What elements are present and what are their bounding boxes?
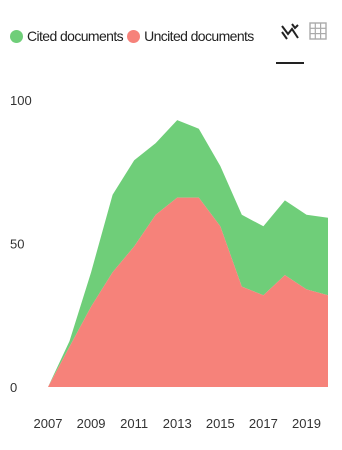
table-view-button[interactable] <box>304 20 332 64</box>
table-grid-icon <box>309 22 327 40</box>
x-tick-label: 2009 <box>77 416 106 431</box>
x-tick-label: 2017 <box>249 416 278 431</box>
x-tick-label: 2015 <box>206 416 235 431</box>
x-tick-label: 2011 <box>120 416 148 431</box>
area-uncited-documents[interactable] <box>48 197 328 387</box>
legend: Cited documents Uncited documents <box>10 28 258 44</box>
legend-label-uncited: Uncited documents <box>144 28 254 44</box>
x-tick-label: 2007 <box>34 416 63 431</box>
x-tick-label: 2013 <box>163 416 192 431</box>
chart-toolbar <box>276 20 332 64</box>
legend-dot-cited <box>10 29 23 43</box>
area-chart-view-button[interactable] <box>276 20 304 64</box>
area-cited-documents[interactable] <box>48 120 328 387</box>
legend-dot-uncited <box>127 29 141 43</box>
y-tick-label: 0 <box>10 380 17 395</box>
area-chart-icon <box>281 23 299 40</box>
legend-item-uncited[interactable]: Uncited documents <box>127 28 254 44</box>
legend-item-cited[interactable]: Cited documents <box>10 28 124 44</box>
y-tick-label: 100 <box>10 93 32 108</box>
legend-label-cited: Cited documents <box>27 28 124 44</box>
y-tick-label: 50 <box>10 237 24 252</box>
x-tick-label: 2019 <box>292 416 321 431</box>
